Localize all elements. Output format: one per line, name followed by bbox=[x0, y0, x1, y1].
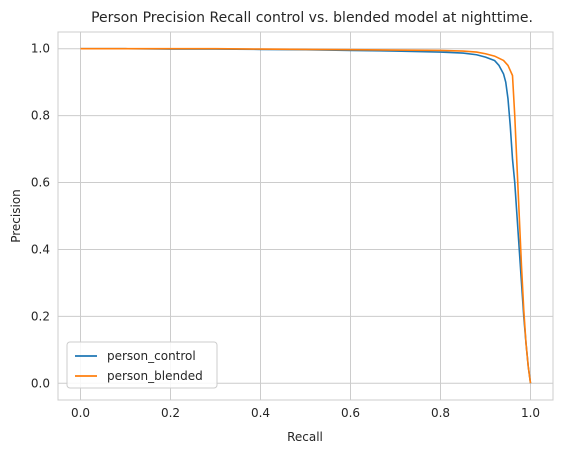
legend-box bbox=[66, 341, 218, 389]
y-tick-label: 0.0 bbox=[31, 376, 50, 390]
plot-area: 0.0 0.2 0.4 0.6 0.8 1.0 0.0 0.2 0.4 0.6 0.8 1.0 bbox=[31, 31, 554, 420]
legend-label: person_blended bbox=[107, 369, 203, 383]
y-tick-label: 0.4 bbox=[31, 242, 50, 256]
y-axis-label: Precision bbox=[9, 189, 23, 243]
plot-frame bbox=[57, 31, 554, 401]
x-axis-label: Recall bbox=[287, 430, 323, 444]
legend: person_control person_blended bbox=[66, 341, 218, 389]
y-tick-label: 1.0 bbox=[31, 42, 50, 56]
x-tick-label: 1.0 bbox=[521, 406, 540, 420]
x-tick-label: 0.0 bbox=[71, 406, 90, 420]
series-line-person_control bbox=[80, 47, 532, 384]
x-tick-label: 0.8 bbox=[431, 406, 450, 420]
y-tick-label: 0.6 bbox=[31, 176, 50, 190]
chart-title: Person Precision Recall control vs. blen… bbox=[91, 10, 533, 26]
x-tick-label: 0.4 bbox=[251, 406, 270, 420]
y-tick-label: 0.2 bbox=[31, 309, 50, 323]
y-tick-label: 0.8 bbox=[31, 109, 50, 123]
x-tick-label: 0.2 bbox=[161, 406, 180, 420]
x-tick-label: 0.6 bbox=[341, 406, 360, 420]
legend-label: person_control bbox=[107, 349, 196, 363]
series-line-person_blended bbox=[80, 47, 532, 384]
